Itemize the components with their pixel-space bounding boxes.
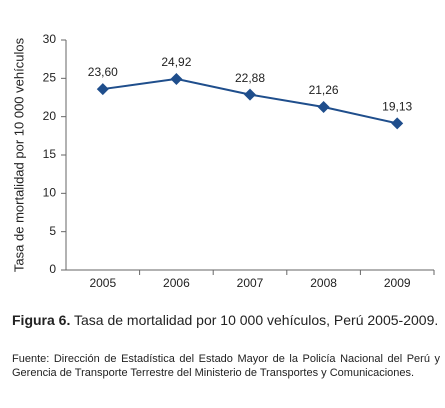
x-tick-label: 2006	[163, 276, 190, 290]
data-point	[317, 101, 330, 114]
data-point	[96, 83, 109, 96]
x-tick-label: 2008	[310, 276, 337, 290]
data-label: 21,26	[309, 83, 339, 97]
y-tick-label: 30	[43, 32, 57, 46]
y-tick-label: 20	[43, 109, 57, 123]
data-label: 24,92	[161, 55, 191, 69]
data-label: 23,60	[88, 65, 118, 79]
data-point	[391, 117, 404, 130]
x-tick-label: 2007	[237, 276, 264, 290]
data-label: 19,13	[382, 100, 412, 114]
x-tick-label: 2005	[89, 276, 116, 290]
y-tick-label: 5	[49, 224, 56, 238]
y-axis-label: Tasa de mortalidad por 10 000 vehículos	[11, 37, 26, 272]
x-tick-label: 2009	[384, 276, 411, 290]
caption-label: Figura 6.	[12, 312, 71, 328]
y-tick-label: 0	[49, 262, 56, 276]
figure-caption: Figura 6. Tasa de mortalidad por 10 000 …	[12, 312, 440, 329]
caption-text: Tasa de mortalidad por 10 000 vehículos,…	[74, 312, 439, 328]
y-tick-label: 25	[43, 71, 57, 85]
data-point	[244, 88, 256, 101]
data-label: 22,88	[235, 71, 265, 85]
data-line	[102, 77, 398, 125]
y-tick-label: 10	[43, 186, 57, 200]
source-note: Fuente: Dirección de Estadística del Est…	[12, 353, 440, 379]
y-tick-label: 15	[43, 147, 57, 161]
chart: Tasa de mortalidad por 10 000 vehículos …	[11, 32, 435, 290]
data-point	[170, 72, 183, 85]
